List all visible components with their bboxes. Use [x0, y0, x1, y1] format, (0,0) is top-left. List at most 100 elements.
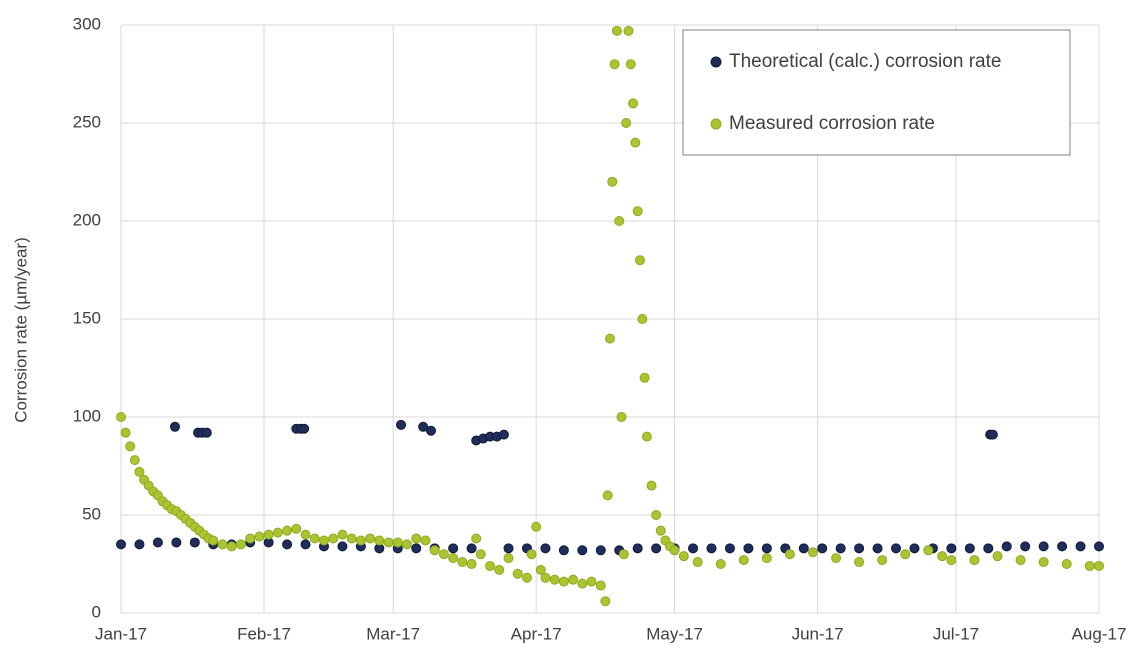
- data-point: [494, 564, 505, 575]
- x-tick-label: May-17: [646, 624, 703, 643]
- data-point: [877, 555, 888, 566]
- data-point: [272, 527, 283, 538]
- legend-marker: [710, 56, 722, 68]
- data-point: [471, 533, 482, 544]
- data-point: [383, 537, 394, 548]
- data-point: [761, 553, 772, 564]
- data-point: [526, 549, 537, 560]
- data-point: [337, 541, 348, 552]
- data-point: [1038, 541, 1049, 552]
- data-point: [1094, 560, 1104, 571]
- data-point: [438, 549, 449, 560]
- data-point: [328, 533, 339, 544]
- data-point: [854, 557, 865, 568]
- data-point: [605, 333, 615, 344]
- data-point: [738, 555, 749, 566]
- legend-label: Theoretical (calc.) corrosion rate: [729, 51, 1001, 72]
- data-point: [715, 559, 726, 569]
- data-point: [134, 539, 145, 550]
- data-point: [1020, 541, 1031, 552]
- data-point: [577, 578, 588, 589]
- data-point: [1057, 541, 1068, 552]
- data-point: [426, 425, 437, 436]
- data-point: [639, 372, 650, 383]
- data-point: [946, 543, 957, 554]
- x-tick-label: Mar-17: [366, 624, 420, 643]
- data-point: [609, 59, 620, 70]
- data-point: [558, 545, 569, 556]
- data-point: [831, 553, 842, 564]
- data-point: [625, 59, 636, 70]
- y-tick-label: 300: [73, 14, 101, 33]
- data-point: [595, 545, 606, 556]
- data-point: [900, 549, 911, 560]
- data-point: [392, 537, 403, 548]
- data-point: [600, 596, 611, 607]
- data-point: [365, 533, 376, 544]
- data-point: [475, 549, 486, 560]
- data-point: [618, 549, 629, 560]
- data-point: [632, 206, 643, 217]
- data-point: [418, 421, 429, 432]
- data-point: [535, 564, 546, 575]
- x-tick-label: Apr-17: [511, 624, 562, 643]
- data-point: [1084, 560, 1095, 571]
- data-point: [208, 535, 219, 546]
- data-point: [854, 543, 865, 554]
- data-point: [300, 539, 311, 550]
- data-point: [226, 541, 237, 552]
- data-point: [964, 543, 975, 554]
- data-point: [655, 525, 666, 536]
- data-point: [300, 529, 311, 540]
- y-tick-label: 0: [92, 602, 101, 621]
- data-point: [171, 537, 182, 548]
- data-point: [987, 429, 998, 440]
- data-point: [125, 441, 136, 452]
- data-point: [134, 466, 145, 477]
- data-point: [282, 525, 293, 536]
- data-point: [448, 543, 459, 554]
- data-point: [632, 543, 643, 554]
- y-tick-label: 150: [73, 308, 101, 327]
- data-point: [923, 545, 934, 556]
- x-tick-label: Jan-17: [95, 624, 147, 643]
- data-point: [318, 535, 329, 546]
- y-tick-label: 250: [73, 112, 101, 131]
- data-point: [531, 521, 542, 532]
- data-point: [235, 539, 246, 550]
- data-point: [1061, 559, 1072, 569]
- data-point: [611, 25, 622, 36]
- data-point: [1075, 541, 1086, 552]
- data-point: [558, 576, 569, 587]
- data-point: [1015, 555, 1026, 566]
- data-point: [630, 137, 641, 148]
- data-point: [602, 490, 613, 501]
- x-tick-label: Feb-17: [237, 624, 291, 643]
- data-point: [355, 535, 366, 546]
- data-point: [521, 572, 532, 583]
- data-point: [1038, 557, 1049, 568]
- data-point: [263, 529, 274, 540]
- data-point: [549, 574, 560, 585]
- data-point: [169, 421, 180, 432]
- data-point: [540, 543, 551, 554]
- y-tick-label: 100: [73, 406, 101, 425]
- data-point: [1094, 541, 1104, 552]
- data-point: [201, 427, 212, 438]
- data-point: [798, 543, 809, 554]
- y-tick-label: 50: [82, 504, 101, 523]
- data-point: [706, 543, 717, 554]
- data-point: [568, 574, 579, 585]
- data-point: [299, 423, 310, 434]
- data-point: [817, 543, 828, 554]
- data-point: [503, 543, 514, 554]
- data-point: [784, 549, 795, 560]
- data-point: [485, 560, 496, 571]
- data-point: [217, 539, 228, 550]
- data-point: [872, 543, 883, 554]
- data-point: [254, 531, 265, 542]
- data-point: [969, 555, 980, 566]
- data-point: [116, 539, 126, 550]
- legend-label: Measured corrosion rate: [729, 113, 935, 134]
- data-point: [623, 25, 634, 36]
